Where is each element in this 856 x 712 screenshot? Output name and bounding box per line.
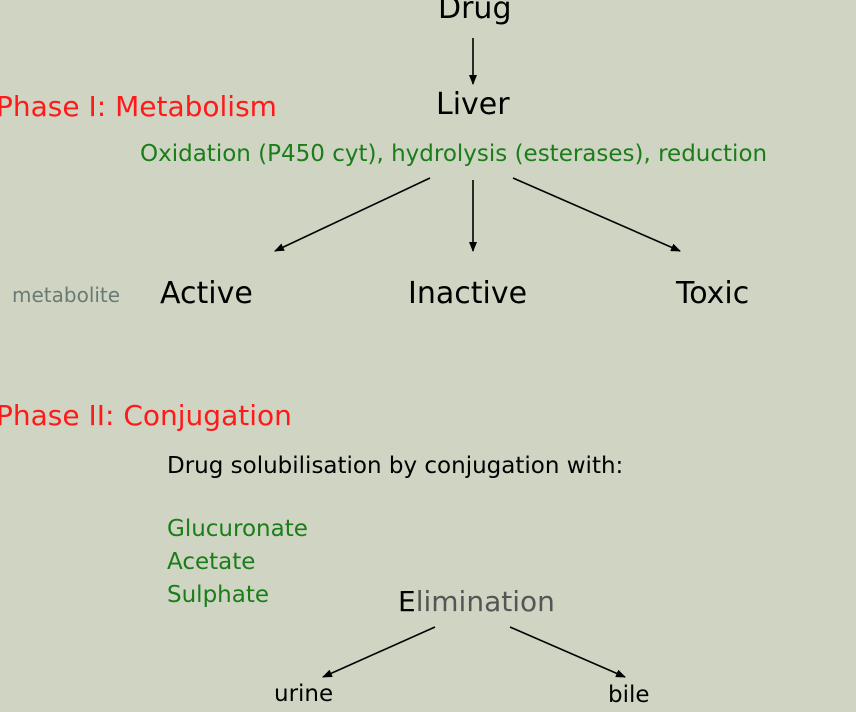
outcome-toxic: Toxic (676, 276, 750, 311)
phase1-reactions: Oxidation (P450 cyt), hydrolysis (estera… (140, 141, 768, 167)
metabolite-label: metabolite (12, 283, 121, 307)
route-urine: urine (274, 681, 334, 707)
route-bile: bile (608, 682, 650, 708)
drug-node: Drug (438, 0, 512, 26)
arrow-elimination-to-bile (509, 626, 626, 678)
conjugate-glucuronate: Glucuronate (167, 516, 308, 542)
conjugate-acetate: Acetate (167, 549, 256, 575)
conjugate-sulphate: Sulphate (167, 582, 270, 608)
liver-node: Liver (436, 87, 510, 122)
phase1-title: Phase I: Metabolism (0, 90, 277, 123)
arrow-liver-to-active (274, 177, 431, 252)
elimination-initial: E (398, 585, 416, 618)
elimination-rest: limination (415, 585, 555, 618)
phase2-description: Drug solubilisation by conjugation with: (167, 453, 624, 479)
elimination-node: Elimination (398, 588, 555, 616)
phase2-title: Phase II: Conjugation (0, 399, 292, 432)
arrow-liver-to-toxic (512, 177, 681, 252)
outcome-active: Active (160, 276, 253, 311)
outcome-inactive: Inactive (408, 276, 528, 311)
arrow-elimination-to-urine (322, 626, 436, 678)
